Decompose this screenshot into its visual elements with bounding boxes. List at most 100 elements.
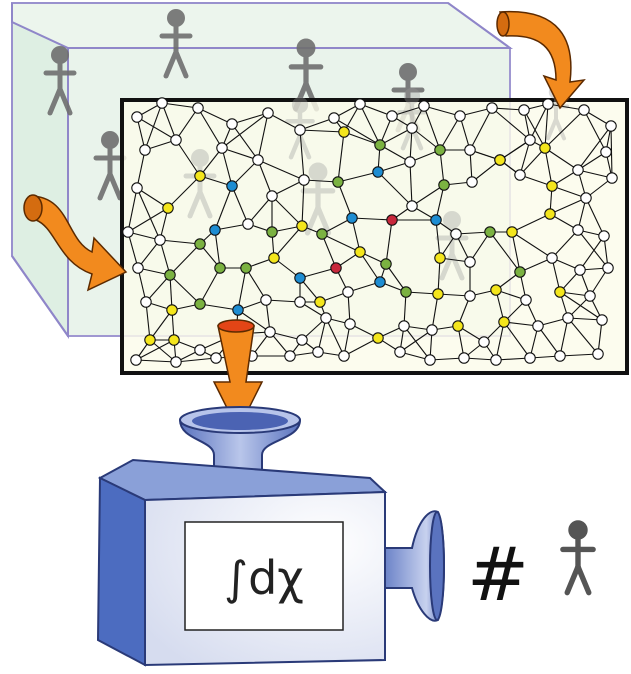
network-edge — [221, 112, 269, 149]
network-edge — [435, 184, 445, 221]
network-edge — [511, 231, 553, 259]
network-edge — [567, 317, 599, 355]
network-node — [438, 179, 450, 191]
network-edge — [159, 239, 201, 245]
network-node — [226, 180, 238, 192]
network-edge — [167, 175, 201, 209]
network-node — [464, 144, 476, 156]
network-node — [554, 350, 566, 362]
network-edge — [175, 107, 199, 141]
network-node — [584, 290, 596, 302]
network-node — [574, 264, 586, 276]
count-hash-symbol: # — [467, 532, 529, 618]
person-icon — [300, 162, 336, 236]
network-node — [194, 344, 206, 356]
network-edge — [523, 109, 546, 149]
network-edge — [257, 159, 305, 181]
network-node — [194, 238, 206, 250]
network-edge — [137, 267, 147, 303]
network-edge — [199, 267, 221, 305]
network-edge — [547, 103, 585, 111]
network-node — [342, 286, 354, 298]
network-node — [262, 107, 274, 119]
room-people — [43, 9, 425, 201]
network-edge — [351, 217, 361, 253]
network-node — [154, 234, 166, 246]
network-node — [454, 110, 466, 122]
network-edge — [359, 103, 381, 146]
network-edge — [409, 161, 413, 207]
network-panel — [120, 84, 629, 375]
network-node — [426, 324, 438, 336]
network-edge — [337, 181, 353, 219]
network-node — [260, 294, 272, 306]
network-node — [406, 122, 418, 134]
network-edge — [559, 291, 603, 321]
arrow-left — [23, 194, 128, 292]
network-edge — [257, 112, 269, 161]
network-edge — [221, 147, 259, 161]
person-icon — [93, 131, 127, 201]
network-edge — [271, 179, 305, 197]
person-icon — [560, 520, 596, 596]
network-node — [546, 252, 558, 264]
network-edge — [435, 219, 441, 259]
network-edge — [237, 309, 271, 333]
network-node — [312, 346, 324, 358]
network-node — [170, 134, 182, 146]
network-edge — [359, 251, 381, 283]
network-edge — [431, 293, 439, 331]
network-edge — [321, 233, 361, 253]
network-edge — [159, 239, 171, 276]
network-node — [328, 112, 340, 124]
network-edge — [214, 229, 221, 269]
network-edge — [321, 233, 337, 269]
network-node — [592, 348, 604, 360]
network-node — [139, 144, 151, 156]
network-node — [170, 356, 182, 368]
network-node — [122, 226, 134, 238]
network-edge — [299, 129, 305, 181]
network-edge — [299, 129, 345, 133]
network-node — [226, 118, 238, 130]
network-node — [298, 174, 310, 186]
network-edge — [489, 231, 521, 273]
network-node — [605, 120, 617, 132]
network-node — [332, 176, 344, 188]
network-node — [294, 124, 306, 136]
network-edge — [175, 139, 201, 177]
network-edge — [136, 116, 177, 141]
network-edge — [549, 197, 587, 215]
network-node — [464, 256, 476, 268]
network-node — [606, 172, 618, 184]
network-node — [132, 262, 144, 274]
network-node — [600, 146, 612, 158]
network-node — [354, 98, 366, 110]
network-edge — [577, 229, 609, 269]
network-edge — [214, 185, 233, 231]
network-node — [164, 269, 176, 281]
network-node — [168, 334, 180, 346]
network-node — [314, 296, 326, 308]
network-edge — [169, 243, 201, 276]
network-node — [344, 318, 356, 330]
network-edge — [491, 107, 531, 141]
network-node — [380, 258, 392, 270]
network-node — [506, 226, 518, 238]
formula-panel — [184, 521, 344, 631]
network-node — [330, 262, 342, 274]
network-edge — [579, 235, 605, 271]
network-edge — [469, 107, 493, 151]
network-edge — [317, 317, 327, 353]
network-node — [458, 352, 470, 364]
network-node — [432, 288, 444, 300]
network-edge — [169, 274, 173, 311]
network-edge — [437, 257, 441, 295]
person-icon — [560, 520, 596, 596]
network-edge — [499, 139, 531, 161]
network-edge — [199, 303, 239, 311]
network-node — [514, 169, 526, 181]
network-node — [452, 320, 464, 332]
network-nodes — [122, 97, 618, 368]
